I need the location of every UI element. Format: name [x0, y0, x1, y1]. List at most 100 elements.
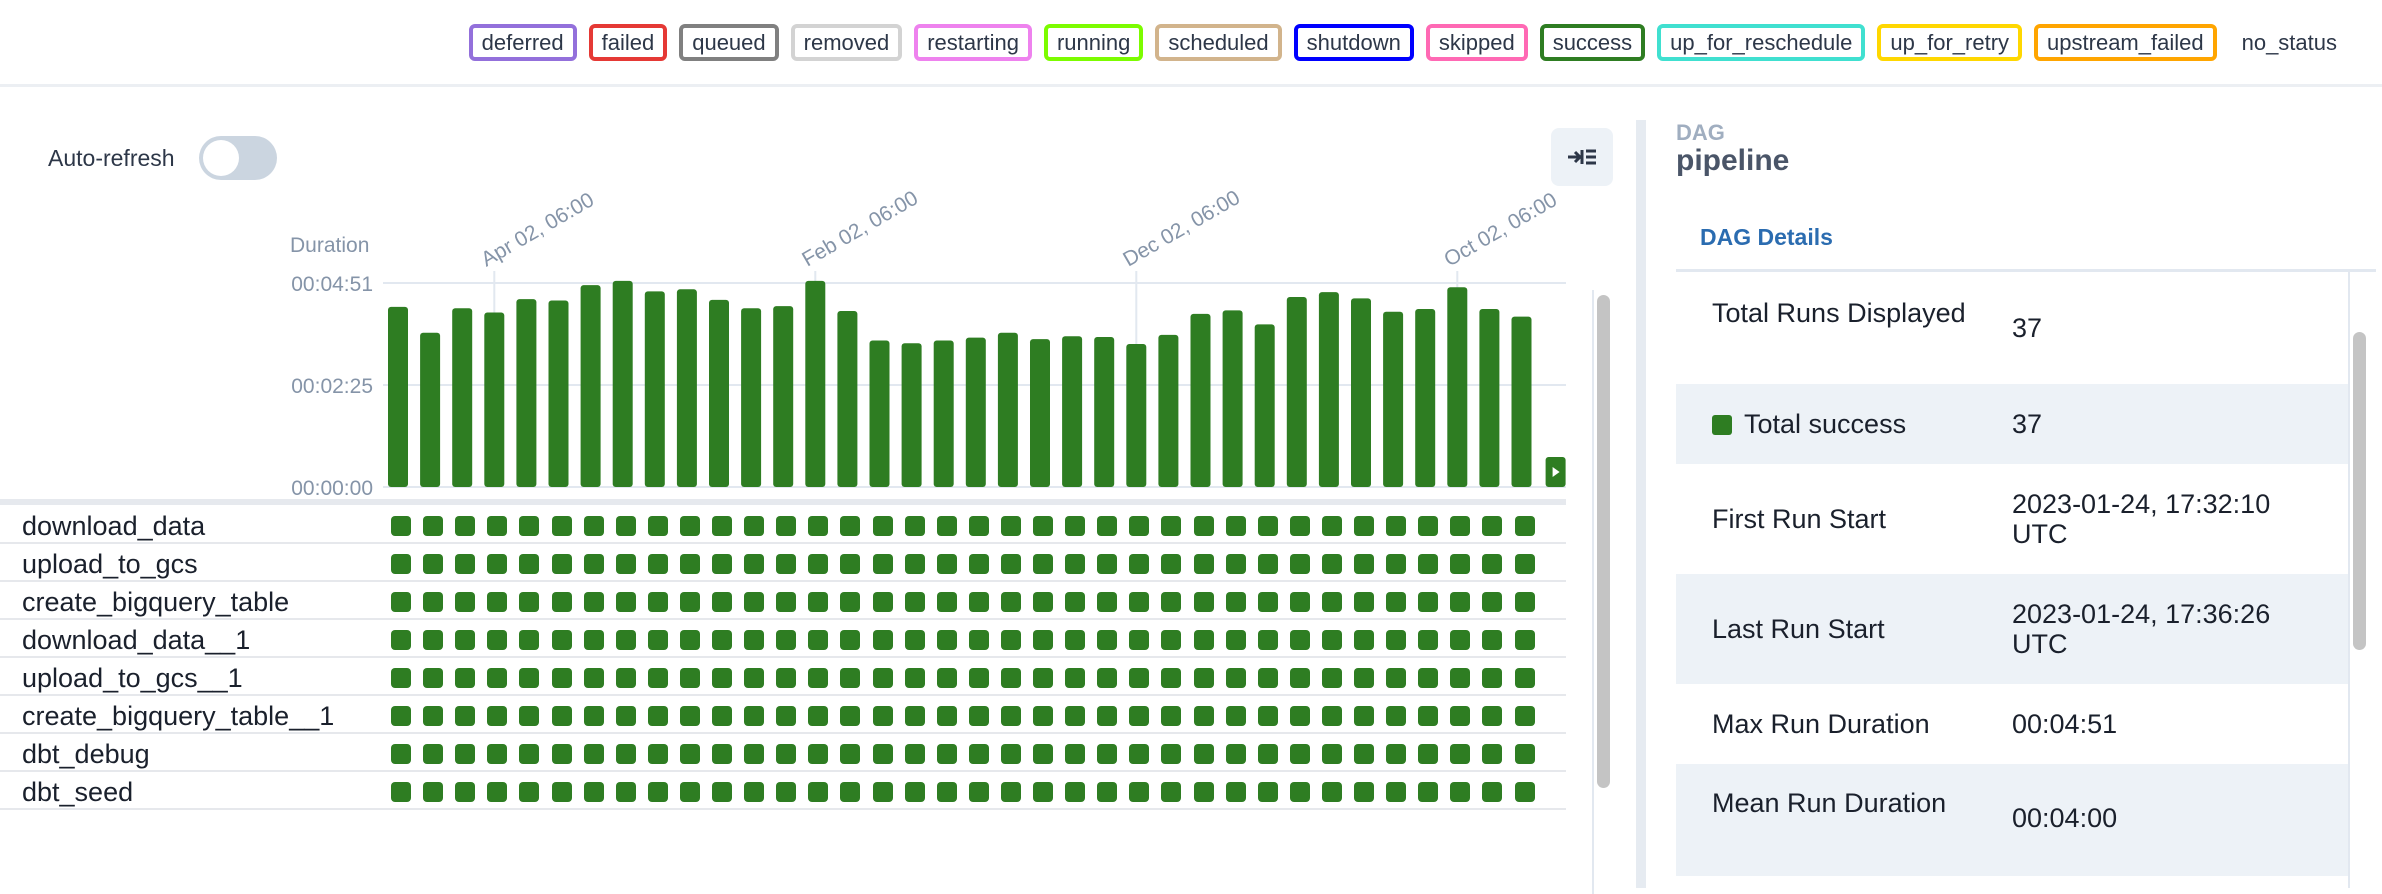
task-instance-cell[interactable]	[391, 630, 411, 650]
task-instance-cell[interactable]	[519, 592, 540, 612]
task-instance-cell[interactable]	[1129, 706, 1150, 726]
task-instance-cell[interactable]	[712, 668, 732, 688]
task-instance-cell[interactable]	[647, 706, 668, 726]
grid-scrollbar-thumb[interactable]	[1597, 295, 1610, 788]
task-instance-cell[interactable]	[1450, 630, 1471, 650]
task-instance-cell[interactable]	[1225, 668, 1246, 688]
task-instance-cell[interactable]	[872, 782, 893, 802]
legend-state-up-for-retry[interactable]: up_for_retry	[1877, 24, 2023, 61]
task-instance-cell[interactable]	[583, 782, 604, 802]
legend-state-shutdown[interactable]: shutdown	[1293, 24, 1414, 61]
task-row[interactable]: dbt_seed	[0, 772, 1566, 810]
task-instance-cell[interactable]	[583, 554, 604, 574]
task-instance-cell[interactable]	[1289, 744, 1310, 764]
task-instance-cell[interactable]	[904, 516, 925, 536]
task-instance-cell[interactable]	[1097, 782, 1118, 802]
task-instance-cell[interactable]	[647, 668, 668, 688]
task-instance-cell[interactable]	[455, 592, 476, 612]
task-instance-cell[interactable]	[872, 554, 893, 574]
task-instance-cell[interactable]	[1033, 516, 1053, 536]
task-row[interactable]: download_data	[0, 506, 1566, 544]
task-instance-cell[interactable]	[1386, 668, 1407, 688]
collapse-details-button[interactable]	[1551, 128, 1613, 186]
task-instance-cell[interactable]	[904, 744, 925, 764]
task-instance-cell[interactable]	[1033, 668, 1053, 688]
task-instance-cell[interactable]	[1321, 592, 1342, 612]
task-instance-cell[interactable]	[1193, 516, 1214, 536]
task-instance-cell[interactable]	[519, 706, 540, 726]
task-instance-cell[interactable]	[1354, 668, 1374, 688]
task-instance-cell[interactable]	[1289, 554, 1310, 574]
task-instance-cell[interactable]	[776, 782, 797, 802]
task-instance-cell[interactable]	[1161, 744, 1182, 764]
task-instance-cell[interactable]	[1418, 668, 1439, 688]
task-instance-cell[interactable]	[1450, 668, 1471, 688]
task-instance-cell[interactable]	[519, 554, 540, 574]
task-instance-cell[interactable]	[1161, 630, 1182, 650]
task-instance-cell[interactable]	[647, 630, 668, 650]
task-instance-cell[interactable]	[1418, 516, 1439, 536]
task-instance-cell[interactable]	[1129, 744, 1150, 764]
task-instance-cell[interactable]	[1482, 744, 1503, 764]
task-instance-cell[interactable]	[455, 630, 476, 650]
task-instance-cell[interactable]	[1514, 782, 1535, 802]
task-instance-cell[interactable]	[1514, 554, 1535, 574]
task-name[interactable]: upload_to_gcs	[22, 549, 198, 579]
task-instance-cell[interactable]	[423, 668, 444, 688]
task-instance-cell[interactable]	[1000, 706, 1021, 726]
legend-state-upstream-failed[interactable]: upstream_failed	[2034, 24, 2217, 61]
task-instance-cell[interactable]	[1257, 706, 1278, 726]
legend-state-skipped[interactable]: skipped	[1425, 24, 1528, 61]
task-instance-cell[interactable]	[1482, 668, 1503, 688]
task-instance-cell[interactable]	[1257, 516, 1278, 536]
task-instance-cell[interactable]	[968, 744, 989, 764]
task-instance-cell[interactable]	[808, 706, 829, 726]
task-instance-cell[interactable]	[776, 744, 797, 764]
task-instance-cell[interactable]	[1065, 744, 1086, 764]
task-instance-cell[interactable]	[455, 782, 476, 802]
legend-state-removed[interactable]: removed	[790, 24, 903, 61]
task-instance-cell[interactable]	[968, 630, 989, 650]
task-instance-cell[interactable]	[776, 516, 797, 536]
task-instance-cell[interactable]	[1033, 782, 1053, 802]
task-instance-cell[interactable]	[776, 706, 797, 726]
details-scrollbar-thumb[interactable]	[2353, 332, 2366, 650]
task-instance-cell[interactable]	[1097, 592, 1118, 612]
task-instance-cell[interactable]	[1321, 782, 1342, 802]
task-instance-cell[interactable]	[551, 782, 572, 802]
task-instance-cell[interactable]	[455, 744, 476, 764]
task-instance-cell[interactable]	[1000, 516, 1021, 536]
task-instance-cell[interactable]	[423, 630, 444, 650]
task-row[interactable]: upload_to_gcs__1	[0, 658, 1566, 696]
task-instance-cell[interactable]	[391, 706, 411, 726]
task-instance-cell[interactable]	[712, 782, 732, 802]
legend-state-scheduled[interactable]: scheduled	[1155, 24, 1282, 61]
task-instance-cell[interactable]	[1033, 554, 1053, 574]
task-instance-cell[interactable]	[391, 744, 411, 764]
task-instance-cell[interactable]	[583, 516, 604, 536]
task-instance-cell[interactable]	[1514, 744, 1535, 764]
task-instance-cell[interactable]	[487, 554, 508, 574]
task-instance-cell[interactable]	[647, 554, 668, 574]
task-instance-cell[interactable]	[744, 630, 765, 650]
task-instance-cell[interactable]	[1289, 516, 1310, 536]
task-instance-cell[interactable]	[872, 516, 893, 536]
task-instance-cell[interactable]	[1225, 516, 1246, 536]
task-instance-cell[interactable]	[647, 782, 668, 802]
task-instance-cell[interactable]	[1193, 668, 1214, 688]
task-instance-cell[interactable]	[936, 592, 957, 612]
task-instance-cell[interactable]	[936, 630, 957, 650]
task-instance-cell[interactable]	[712, 516, 732, 536]
task-instance-cell[interactable]	[1000, 782, 1021, 802]
task-instance-cell[interactable]	[936, 554, 957, 574]
task-instance-cell[interactable]	[551, 630, 572, 650]
task-instance-cell[interactable]	[1225, 554, 1246, 574]
legend-state-success[interactable]: success	[1539, 24, 1646, 61]
task-instance-cell[interactable]	[1065, 782, 1086, 802]
task-instance-cell[interactable]	[1097, 668, 1118, 688]
task-instance-cell[interactable]	[1321, 516, 1342, 536]
task-instance-cell[interactable]	[1482, 554, 1503, 574]
task-instance-cell[interactable]	[1257, 554, 1278, 574]
task-instance-cell[interactable]	[391, 516, 411, 536]
legend-state-running[interactable]: running	[1043, 24, 1144, 61]
